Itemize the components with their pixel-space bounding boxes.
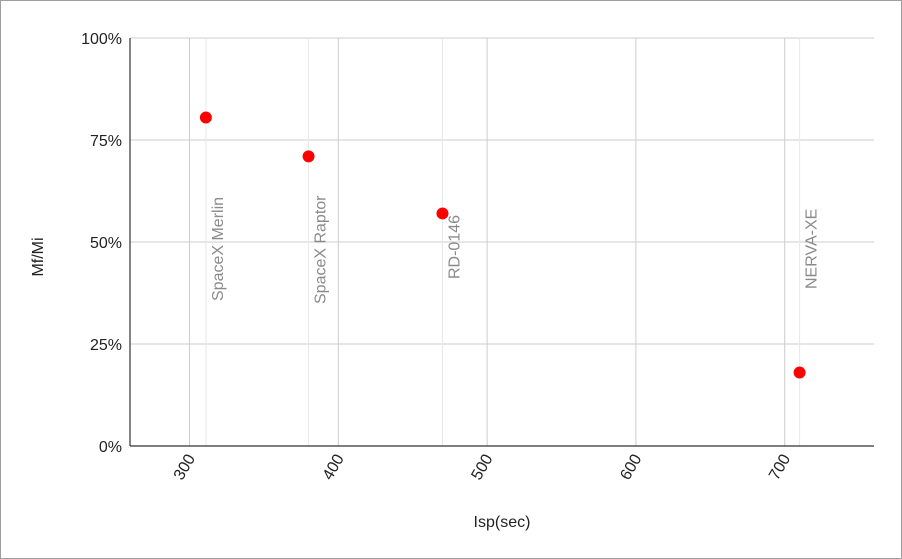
data-point-label: RD-0146 xyxy=(446,215,463,279)
y-tick-label: 50% xyxy=(90,235,122,252)
y-tick-label: 25% xyxy=(90,337,122,354)
data-point xyxy=(792,365,807,380)
data-point xyxy=(198,110,213,125)
data-point-label: NERVA-XE xyxy=(804,209,821,289)
data-points xyxy=(198,110,807,380)
data-point-label: SpaceX Raptor xyxy=(313,195,330,304)
point-labels: SpaceX Merlin SpaceX Raptor RD-0146 NERVA-X… xyxy=(210,195,821,304)
data-point xyxy=(301,149,316,164)
gridlines xyxy=(130,37,874,446)
y-axis-title: Mf/Mi xyxy=(30,237,47,276)
y-tick-label: 75% xyxy=(90,133,122,150)
axes xyxy=(129,38,874,447)
y-tick-label: 100% xyxy=(81,31,122,48)
data-point-label: SpaceX Merlin xyxy=(210,197,227,301)
x-tick-label: 700 xyxy=(766,451,794,483)
tick-labels: 0% 25% 50% 75% 100% 300 400 500 600 700 xyxy=(81,31,794,483)
x-axis-title: Isp(sec) xyxy=(474,514,531,531)
x-tick-label: 400 xyxy=(320,451,348,483)
x-tick-label: 600 xyxy=(617,451,645,483)
x-tick-label: 500 xyxy=(469,451,497,483)
data-point xyxy=(435,206,450,221)
y-tick-label: 0% xyxy=(99,439,122,456)
x-tick-label: 300 xyxy=(171,451,199,483)
